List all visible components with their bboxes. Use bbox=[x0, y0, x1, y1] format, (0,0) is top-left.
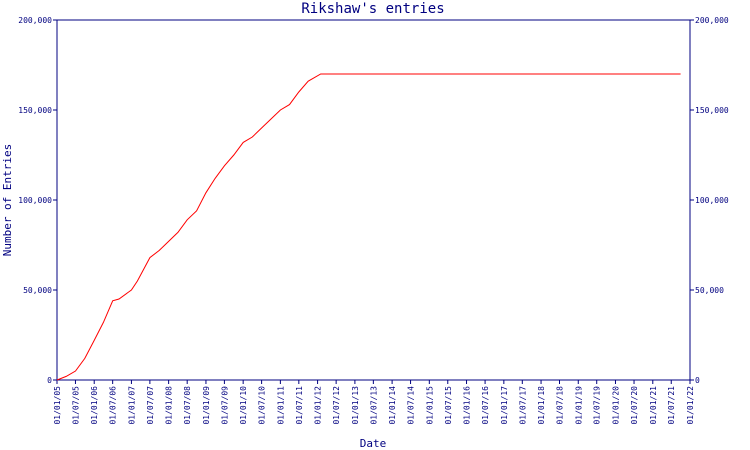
y-tick-label-right: 150,000 bbox=[695, 106, 729, 115]
x-tick-label: 01/01/20 bbox=[611, 386, 620, 425]
x-tick-label: 01/07/14 bbox=[407, 386, 416, 425]
x-tick-label: 01/01/09 bbox=[202, 386, 211, 425]
x-tick-label: 01/01/11 bbox=[276, 386, 285, 425]
x-tick-label: 01/01/08 bbox=[165, 386, 174, 425]
x-tick-label: 01/07/10 bbox=[258, 386, 267, 425]
x-tick-label: 01/07/17 bbox=[518, 386, 527, 425]
x-tick-label: 01/01/19 bbox=[574, 386, 583, 425]
x-tick-label: 01/07/21 bbox=[667, 386, 676, 425]
x-tick-label: 01/07/07 bbox=[146, 386, 155, 425]
x-ticks: 01/01/05 01/07/05 01/01/06 01/07/06 01/01/07… bbox=[53, 380, 695, 425]
x-tick-label: 01/07/20 bbox=[630, 386, 639, 425]
x-tick-label: 01/01/10 bbox=[239, 386, 248, 425]
x-tick-label: 01/01/07 bbox=[127, 386, 136, 425]
x-tick-label: 01/07/13 bbox=[369, 386, 378, 425]
x-tick-label: 01/07/12 bbox=[332, 386, 341, 425]
y-tick-label-left: 150,000 bbox=[18, 106, 52, 115]
y-ticks-left: 0 50,000 100,000 150,000 200,000 bbox=[18, 16, 57, 385]
x-tick-label: 01/01/22 bbox=[686, 386, 695, 425]
x-tick-label: 01/07/08 bbox=[183, 386, 192, 425]
x-tick-label: 01/01/18 bbox=[537, 386, 546, 425]
x-axis-label: Date bbox=[360, 437, 387, 450]
x-tick-label: 01/07/16 bbox=[481, 386, 490, 425]
y-tick-label-left: 100,000 bbox=[18, 196, 52, 205]
y-tick-label-left: 50,000 bbox=[23, 286, 52, 295]
x-tick-label: 01/07/18 bbox=[556, 386, 565, 425]
x-tick-label: 01/07/19 bbox=[593, 386, 602, 425]
x-tick-label: 01/01/16 bbox=[463, 386, 472, 425]
x-tick-label: 01/07/15 bbox=[444, 386, 453, 425]
x-tick-label: 01/01/12 bbox=[314, 386, 323, 425]
x-tick-label: 01/01/15 bbox=[425, 386, 434, 425]
x-tick-label: 01/01/05 bbox=[53, 386, 62, 425]
y-ticks-right: 0 50,000 100,000 150,000 200,000 bbox=[690, 16, 729, 385]
series-line bbox=[56, 73, 681, 381]
x-tick-label: 01/07/09 bbox=[220, 386, 229, 425]
y-tick-label-right: 200,000 bbox=[695, 16, 729, 25]
x-tick-label: 01/07/05 bbox=[71, 386, 80, 425]
x-tick-label: 01/07/11 bbox=[295, 386, 304, 425]
x-tick-label: 01/01/21 bbox=[649, 386, 658, 425]
series-layer bbox=[56, 73, 681, 381]
x-tick-label: 01/01/13 bbox=[351, 386, 360, 425]
x-tick-label: 01/01/14 bbox=[388, 386, 397, 425]
x-tick-label: 01/01/17 bbox=[500, 386, 509, 425]
y-tick-label-left: 200,000 bbox=[18, 16, 52, 25]
y-axis-label: Number of Entries bbox=[1, 144, 14, 257]
y-tick-label-right: 100,000 bbox=[695, 196, 729, 205]
x-tick-label: 01/01/06 bbox=[90, 386, 99, 425]
y-tick-label-right: 0 bbox=[695, 376, 700, 385]
x-tick-label: 01/07/06 bbox=[109, 386, 118, 425]
y-tick-label-left: 0 bbox=[47, 376, 52, 385]
chart-title: Rikshaw's entries bbox=[301, 1, 444, 17]
y-tick-label-right: 50,000 bbox=[695, 286, 724, 295]
